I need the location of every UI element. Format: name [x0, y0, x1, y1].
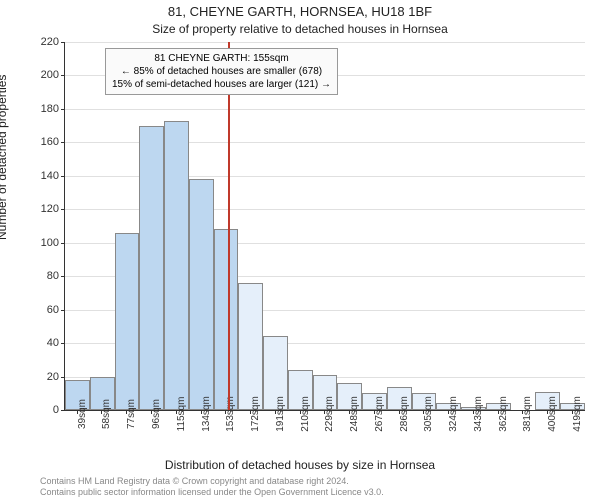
ytick-label: 220	[41, 36, 59, 48]
ytick-mark	[61, 142, 65, 143]
xtick-label: 39sqm	[77, 399, 88, 429]
histogram-bar	[189, 179, 214, 410]
histogram-plot: 02040608010012014016018020022039sqm58sqm…	[64, 42, 585, 411]
y-axis-label: Number of detached properties	[0, 75, 9, 240]
xtick-label: 400sqm	[547, 396, 558, 432]
ytick-mark	[61, 176, 65, 177]
ytick-label: 180	[41, 103, 59, 115]
annotation-box: 81 CHEYNE GARTH: 155sqm ← 85% of detache…	[105, 48, 338, 95]
ytick-label: 20	[47, 371, 59, 383]
footnote: Contains HM Land Registry data © Crown c…	[40, 476, 590, 498]
histogram-bar	[238, 283, 263, 410]
ytick-label: 40	[47, 337, 59, 349]
xtick-label: 248sqm	[349, 396, 360, 432]
histogram-bar	[214, 229, 239, 410]
page-title: 81, CHEYNE GARTH, HORNSEA, HU18 1BF	[0, 4, 600, 19]
xtick-label: 324sqm	[448, 396, 459, 432]
histogram-bar	[139, 126, 164, 410]
xtick-label: 210sqm	[300, 396, 311, 432]
footnote-line-2: Contains public sector information licen…	[40, 487, 590, 498]
ytick-mark	[61, 243, 65, 244]
xtick-label: 381sqm	[522, 396, 533, 432]
gridline	[65, 109, 585, 110]
xtick-label: 134sqm	[201, 396, 212, 432]
ytick-mark	[61, 42, 65, 43]
annotation-line-1: 81 CHEYNE GARTH: 155sqm	[112, 52, 331, 65]
ytick-label: 160	[41, 136, 59, 148]
ytick-label: 200	[41, 69, 59, 81]
ytick-mark	[61, 75, 65, 76]
histogram-bar	[164, 121, 189, 410]
gridline	[65, 42, 585, 43]
reference-line	[228, 42, 230, 410]
xtick-label: 77sqm	[126, 399, 137, 429]
ytick-mark	[61, 209, 65, 210]
xtick-label: 229sqm	[324, 396, 335, 432]
ytick-label: 80	[47, 270, 59, 282]
xtick-label: 419sqm	[572, 396, 583, 432]
ytick-label: 100	[41, 237, 59, 249]
xtick-label: 191sqm	[275, 396, 286, 432]
xtick-label: 286sqm	[399, 396, 410, 432]
ytick-label: 60	[47, 304, 59, 316]
annotation-line-2: ← 85% of detached houses are smaller (67…	[112, 65, 331, 78]
xtick-label: 362sqm	[498, 396, 509, 432]
ytick-mark	[61, 310, 65, 311]
ytick-label: 0	[53, 404, 59, 416]
annotation-line-3: 15% of semi-detached houses are larger (…	[112, 78, 331, 91]
page-subtitle: Size of property relative to detached ho…	[0, 22, 600, 36]
xtick-label: 267sqm	[374, 396, 385, 432]
xtick-label: 58sqm	[101, 399, 112, 429]
ytick-mark	[61, 343, 65, 344]
ytick-label: 140	[41, 170, 59, 182]
ytick-mark	[61, 377, 65, 378]
xtick-label: 343sqm	[473, 396, 484, 432]
xtick-label: 96sqm	[151, 399, 162, 429]
x-axis-label: Distribution of detached houses by size …	[0, 458, 600, 472]
xtick-label: 172sqm	[250, 396, 261, 432]
histogram-bar	[115, 233, 140, 410]
xtick-label: 305sqm	[423, 396, 434, 432]
xtick-label: 115sqm	[176, 397, 187, 432]
ytick-mark	[61, 276, 65, 277]
footnote-line-1: Contains HM Land Registry data © Crown c…	[40, 476, 590, 487]
ytick-label: 120	[41, 203, 59, 215]
ytick-mark	[61, 410, 65, 411]
ytick-mark	[61, 109, 65, 110]
